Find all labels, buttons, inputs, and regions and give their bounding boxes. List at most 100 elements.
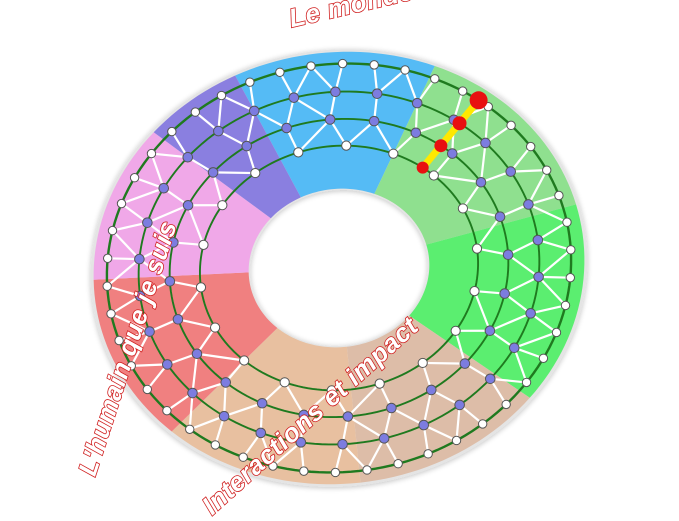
node-ring1[interactable] <box>495 212 505 222</box>
node-ring0[interactable] <box>458 204 467 213</box>
node-ring3[interactable] <box>117 199 125 207</box>
node-ring1[interactable] <box>173 314 183 324</box>
node-ring1[interactable] <box>485 326 495 336</box>
highlight-node-1[interactable] <box>434 139 447 152</box>
node-ring2[interactable] <box>379 434 389 444</box>
node-ring2[interactable] <box>412 98 422 108</box>
node-ring1[interactable] <box>208 168 218 178</box>
node-ring3[interactable] <box>163 406 171 414</box>
node-ring0[interactable] <box>418 358 427 367</box>
node-ring3[interactable] <box>107 310 115 318</box>
node-ring3[interactable] <box>103 254 111 262</box>
node-ring0[interactable] <box>429 171 438 180</box>
node-ring3[interactable] <box>394 460 402 468</box>
node-ring1[interactable] <box>282 123 292 133</box>
node-ring0[interactable] <box>196 283 205 292</box>
node-ring2[interactable] <box>162 360 172 370</box>
node-ring2[interactable] <box>534 272 544 282</box>
node-ring2[interactable] <box>372 89 382 99</box>
node-ring3[interactable] <box>147 149 155 157</box>
node-ring2[interactable] <box>249 106 259 116</box>
node-ring3[interactable] <box>211 441 219 449</box>
node-ring0[interactable] <box>210 323 219 332</box>
node-ring3[interactable] <box>431 75 439 83</box>
node-ring3[interactable] <box>452 436 460 444</box>
node-ring2[interactable] <box>338 439 348 449</box>
node-ring1[interactable] <box>476 177 486 187</box>
node-ring1[interactable] <box>192 349 202 359</box>
node-ring3[interactable] <box>567 246 575 254</box>
node-ring3[interactable] <box>502 400 510 408</box>
node-ring3[interactable] <box>103 282 111 290</box>
node-ring3[interactable] <box>186 425 194 433</box>
node-ring1[interactable] <box>221 378 231 388</box>
node-ring2[interactable] <box>524 200 534 210</box>
highlight-node-0[interactable] <box>417 162 429 174</box>
node-ring3[interactable] <box>246 78 254 86</box>
node-ring2[interactable] <box>219 411 229 421</box>
node-ring3[interactable] <box>401 66 409 74</box>
node-ring1[interactable] <box>242 141 252 151</box>
node-ring3[interactable] <box>331 468 339 476</box>
node-ring0[interactable] <box>472 244 481 253</box>
node-ring2[interactable] <box>533 235 543 245</box>
node-ring3[interactable] <box>552 328 560 336</box>
node-ring2[interactable] <box>485 374 495 384</box>
node-ring3[interactable] <box>130 174 138 182</box>
node-ring3[interactable] <box>555 191 563 199</box>
node-ring3[interactable] <box>507 121 515 129</box>
node-ring0[interactable] <box>251 168 260 177</box>
node-ring3[interactable] <box>458 87 466 95</box>
node-ring1[interactable] <box>369 116 379 126</box>
node-ring0[interactable] <box>294 148 303 157</box>
node-ring3[interactable] <box>307 62 315 70</box>
node-ring1[interactable] <box>387 403 397 413</box>
node-ring3[interactable] <box>543 166 551 174</box>
node-ring1[interactable] <box>411 128 421 138</box>
node-ring3[interactable] <box>276 68 284 76</box>
node-ring3[interactable] <box>338 59 346 67</box>
node-ring2[interactable] <box>331 87 341 97</box>
node-ring3[interactable] <box>217 91 225 99</box>
node-ring3[interactable] <box>108 226 116 234</box>
node-ring0[interactable] <box>389 149 398 158</box>
node-ring3[interactable] <box>539 354 547 362</box>
node-ring2[interactable] <box>506 167 516 177</box>
node-ring2[interactable] <box>419 420 429 430</box>
node-ring3[interactable] <box>424 450 432 458</box>
node-ring3[interactable] <box>561 301 569 309</box>
node-ring0[interactable] <box>280 378 289 387</box>
node-ring3[interactable] <box>363 466 371 474</box>
node-ring0[interactable] <box>240 356 249 365</box>
node-ring1[interactable] <box>343 412 353 422</box>
node-ring1[interactable] <box>460 359 470 369</box>
node-ring1[interactable] <box>183 200 193 210</box>
node-ring3[interactable] <box>370 61 378 69</box>
node-ring1[interactable] <box>257 398 267 408</box>
node-ring0[interactable] <box>375 379 384 388</box>
node-ring1[interactable] <box>426 385 436 395</box>
node-ring3[interactable] <box>168 127 176 135</box>
highlight-node-3[interactable] <box>470 91 488 109</box>
node-ring2[interactable] <box>214 126 224 136</box>
node-ring0[interactable] <box>199 240 208 249</box>
node-ring2[interactable] <box>509 343 519 353</box>
node-ring3[interactable] <box>300 467 308 475</box>
node-ring0[interactable] <box>342 141 351 150</box>
node-ring2[interactable] <box>183 152 193 162</box>
node-ring0[interactable] <box>218 201 227 210</box>
node-ring2[interactable] <box>188 388 198 398</box>
node-ring0[interactable] <box>451 326 460 335</box>
node-ring2[interactable] <box>159 183 169 193</box>
node-ring3[interactable] <box>143 385 151 393</box>
node-ring2[interactable] <box>481 138 491 148</box>
node-ring1[interactable] <box>500 289 510 299</box>
node-ring1[interactable] <box>325 115 335 125</box>
node-ring0[interactable] <box>470 286 479 295</box>
node-ring2[interactable] <box>289 93 299 103</box>
highlight-node-2[interactable] <box>453 116 467 130</box>
node-ring3[interactable] <box>522 378 530 386</box>
node-ring3[interactable] <box>191 108 199 116</box>
node-ring2[interactable] <box>455 400 465 410</box>
node-ring3[interactable] <box>566 273 574 281</box>
